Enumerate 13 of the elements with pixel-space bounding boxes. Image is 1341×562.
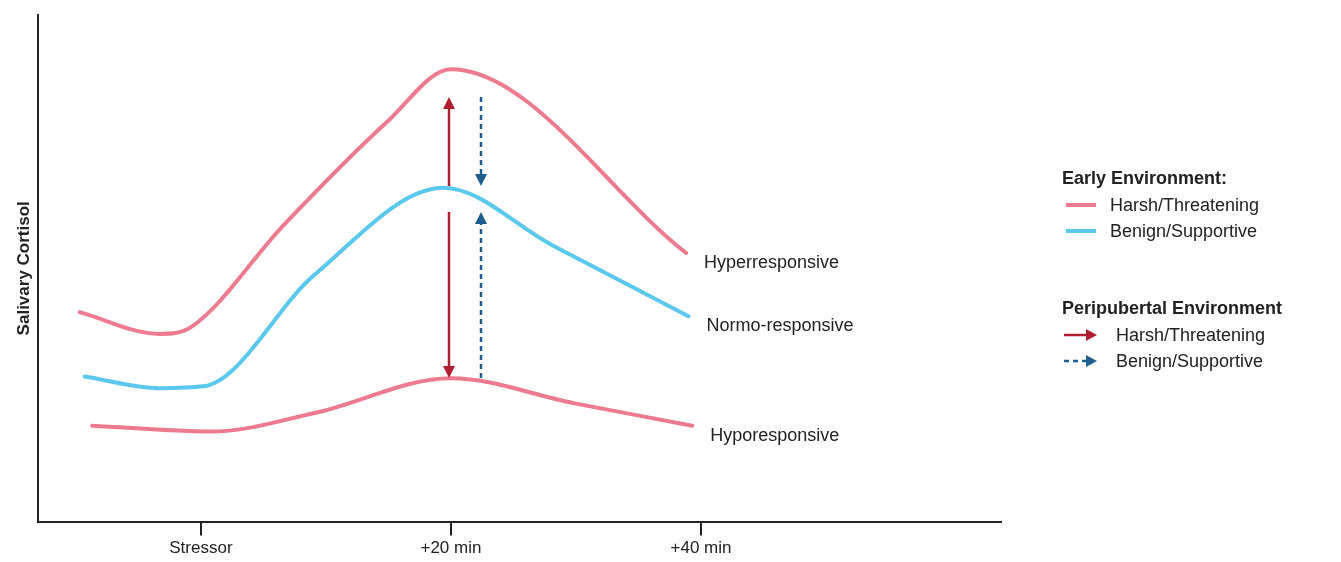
legend-label: Harsh/Threatening bbox=[1110, 194, 1260, 216]
legend-label: Benign/Supportive bbox=[1110, 220, 1258, 242]
annotation: Normo-responsive bbox=[706, 315, 854, 336]
text: Benign/Supportive bbox=[1116, 350, 1264, 372]
text: Peripubertal Environment bbox=[1062, 298, 1283, 319]
text: Harsh/Threatening bbox=[1116, 324, 1266, 346]
y-axis-title: Salivary Cortisol bbox=[13, 201, 33, 336]
x-tick-label: +20 min bbox=[420, 538, 482, 558]
annotation: Hyperresponsive bbox=[703, 251, 840, 272]
x-tick-label: +40 min bbox=[670, 538, 732, 558]
annotation: Hyporesponsive bbox=[710, 424, 840, 445]
x-tick-label: Stressor bbox=[169, 538, 233, 558]
legend-title: Early Environment: bbox=[1062, 168, 1229, 189]
